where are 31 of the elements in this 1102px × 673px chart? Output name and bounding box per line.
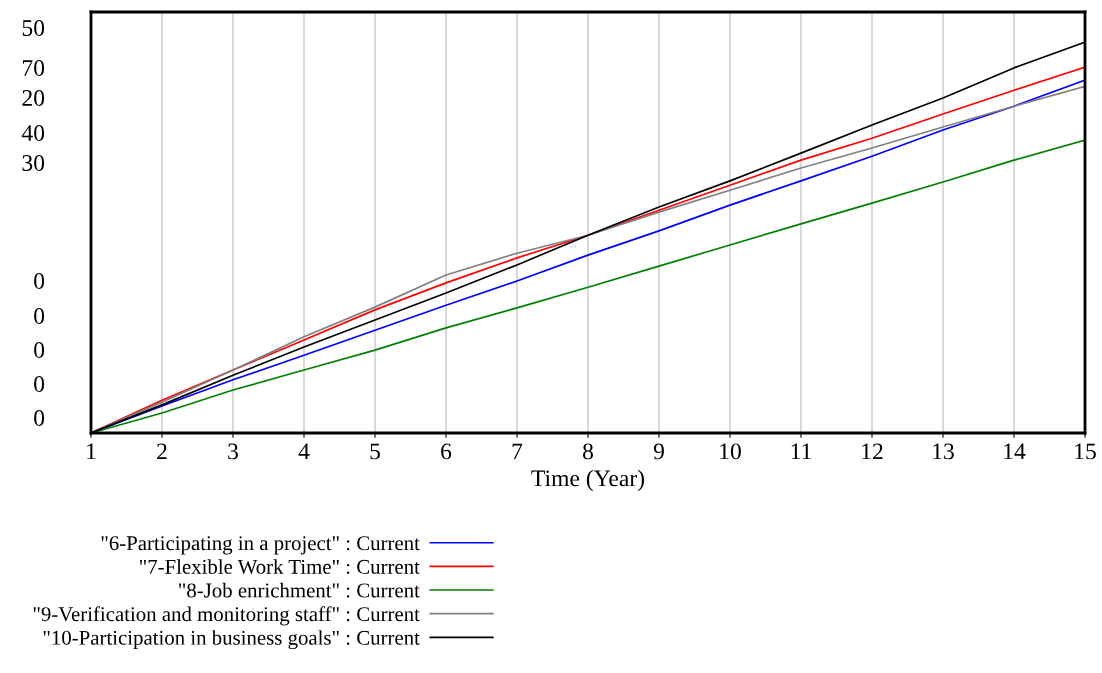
x-tick-label: 13 (933, 443, 954, 460)
x-tick-label: 8 (583, 443, 593, 460)
x-tick-label: 10 (720, 443, 741, 460)
legend-label: "9-Verification and monitoring staff" : Current (33, 606, 420, 626)
text: 40 (21, 124, 45, 141)
text: 0 (34, 272, 45, 289)
text: 50 (22, 19, 45, 36)
x-tick-label: 6 (441, 443, 452, 460)
text: 0 (34, 375, 45, 392)
legend-label: "10-Participation in business goals" : Current (43, 630, 420, 650)
legend-label: "6-Participating in a project" : Current (101, 536, 420, 555)
legend-label: "7-Flexible Work Time" : Current (140, 559, 420, 574)
text: 20 (22, 89, 45, 106)
text: 70 (22, 59, 45, 76)
x-tick-label: 5 (370, 443, 380, 460)
text: 0 (34, 409, 45, 426)
legend-label: "8-Job enrichment" : Current (179, 582, 420, 598)
x-tick-label: 14 (1004, 443, 1026, 460)
x-tick-label: 9 (653, 443, 664, 460)
x-tick-label: 12 (862, 443, 883, 460)
x-tick-label: 11 (791, 443, 811, 460)
x-tick-label: 15 (1075, 443, 1096, 460)
text: 0 (34, 307, 45, 324)
x-tick-label: 1 (87, 443, 96, 460)
x-tick-label: 3 (228, 443, 238, 460)
text: 0 (34, 341, 45, 358)
x-axis-title: Time (Year) (531, 469, 645, 492)
x-tick-label: 7 (512, 443, 523, 460)
text: 30 (22, 154, 45, 171)
x-tick-label: 2 (157, 443, 167, 460)
x-tick-label: 4 (298, 443, 310, 460)
